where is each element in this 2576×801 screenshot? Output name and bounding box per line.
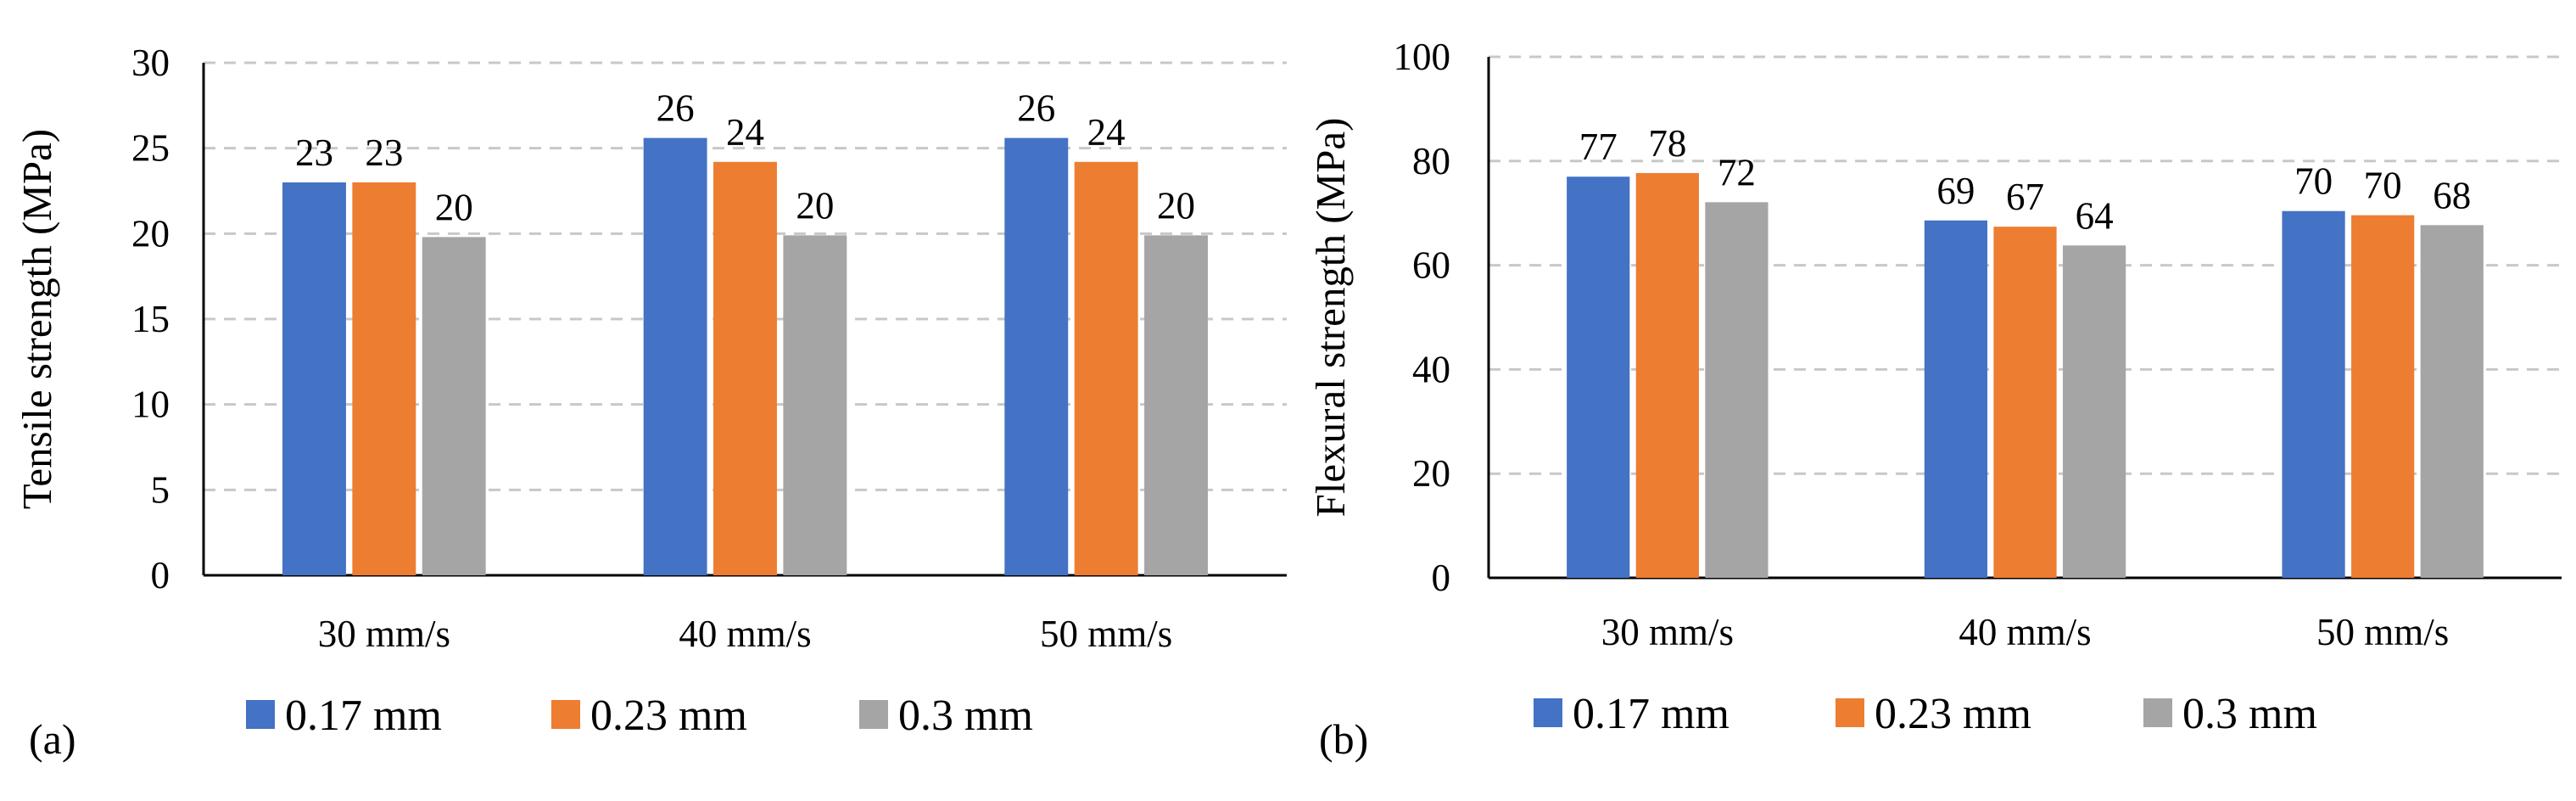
legend-swatch — [1534, 698, 1562, 727]
data-label: 70 — [2364, 165, 2402, 207]
x-category-label: 40 mm/s — [679, 613, 811, 655]
x-category-label: 30 mm/s — [1601, 611, 1734, 653]
y-tick-label: 20 — [131, 212, 170, 255]
y-tick-label: 40 — [1412, 348, 1450, 390]
legend-label: 0.3 mm — [2182, 690, 2317, 738]
data-label: 72 — [1718, 151, 1756, 193]
data-label: 69 — [1936, 170, 1975, 212]
legend-swatch — [859, 700, 888, 729]
x-category-label: 40 mm/s — [1959, 611, 2091, 653]
y-tick-label: 60 — [1412, 244, 1450, 287]
legend-label: 0.23 mm — [1875, 690, 2031, 738]
data-label: 67 — [2006, 176, 2044, 218]
y-tick-label: 5 — [151, 468, 170, 511]
y-tick-label: 0 — [151, 554, 170, 597]
y-tick-label: 30 — [131, 42, 170, 84]
data-label: 26 — [657, 87, 695, 130]
bar-0_23mm-0 — [352, 182, 416, 575]
y-axis-title: Tensile strength (MPa) — [14, 129, 60, 509]
bar-0_23mm-1 — [1993, 227, 2057, 578]
y-tick-label: 25 — [131, 127, 170, 170]
y-axis-title: Flexural strength (MPa) — [1307, 118, 1354, 518]
bar-0_3mm-0 — [422, 237, 486, 575]
data-label: 64 — [2076, 194, 2114, 237]
bar-0_17mm-1 — [643, 137, 707, 575]
bar-0_23mm-2 — [2351, 215, 2415, 578]
bar-0_23mm-1 — [713, 161, 777, 576]
data-label: 20 — [1157, 184, 1195, 227]
legend: 0.17 mm 0.23 mm 0.3 mm — [246, 692, 1033, 740]
x-category-label: 50 mm/s — [1040, 613, 1172, 655]
legend-swatch — [551, 700, 580, 729]
legend: 0.17 mm 0.23 mm 0.3 mm — [1534, 690, 2317, 738]
data-label: 78 — [1648, 122, 1686, 165]
x-category-label: 50 mm/s — [2316, 611, 2449, 653]
data-label: 77 — [1579, 126, 1618, 168]
legend-swatch — [1836, 698, 1864, 727]
bar-0_3mm-2 — [1144, 235, 1208, 575]
legend-swatch — [246, 700, 275, 729]
data-label: 70 — [2294, 160, 2333, 203]
data-label: 23 — [295, 132, 333, 174]
y-tick-label: 10 — [131, 384, 170, 426]
bar-0_3mm-0 — [1705, 202, 1769, 578]
bar-0_23mm-0 — [1635, 172, 1699, 578]
panel-label: (b) — [1319, 715, 1368, 763]
data-label: 23 — [365, 132, 403, 174]
y-tick-label: 20 — [1412, 452, 1450, 495]
bar-0_3mm-2 — [2420, 225, 2484, 578]
data-label: 26 — [1017, 87, 1055, 130]
bar-0_3mm-1 — [2062, 245, 2126, 578]
data-label: 68 — [2433, 174, 2471, 216]
chart-panel-1: 0 5 10 15 20 25 30 23 23 20 30 mm/s 26 24 20 40 mm/s 26… — [14, 42, 1287, 763]
legend-label: 0.17 mm — [1573, 690, 1729, 738]
bar-0_23mm-2 — [1074, 161, 1138, 576]
panel-label: (a) — [29, 715, 76, 763]
chart-panel-2: 0 20 40 60 80 100 77 78 72 30 mm/s 69 67 64 40 mm/s 70… — [1307, 36, 2562, 763]
legend-label: 0.3 mm — [898, 692, 1033, 740]
y-tick-label: 15 — [131, 298, 170, 340]
bar-0_3mm-1 — [783, 235, 847, 575]
bar-0_17mm-2 — [1004, 137, 1069, 575]
x-category-label: 30 mm/s — [318, 613, 450, 655]
bar-0_17mm-0 — [282, 182, 346, 575]
bar-0_17mm-0 — [1567, 176, 1630, 578]
data-label: 20 — [435, 186, 473, 228]
y-tick-label: 0 — [1432, 557, 1451, 599]
y-tick-label: 80 — [1412, 140, 1450, 182]
y-tick-label: 100 — [1394, 36, 1451, 78]
legend-label: 0.17 mm — [285, 692, 442, 740]
data-label: 20 — [796, 184, 834, 227]
legend-label: 0.23 mm — [590, 692, 747, 740]
legend-swatch — [2143, 698, 2172, 727]
data-label: 24 — [1087, 111, 1126, 154]
bar-0_17mm-1 — [1924, 220, 1988, 578]
bar-0_17mm-2 — [2282, 210, 2345, 578]
data-label: 24 — [726, 111, 764, 154]
